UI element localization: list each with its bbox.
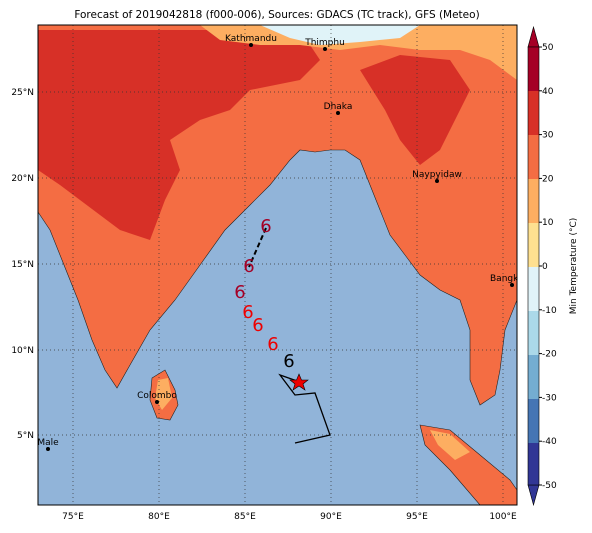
lat-label: 5°N <box>17 431 34 441</box>
colorbar-tick-label: 30 <box>542 131 554 141</box>
colorbar-tick-label: 20 <box>542 174 554 184</box>
city-label: Bangko <box>490 274 524 284</box>
svg-text:6: 6 <box>234 282 245 303</box>
cyclone-track: 6 6 6 6 6 6 6 <box>234 216 331 444</box>
lat-label: 20°N <box>11 174 34 184</box>
cool-region <box>200 25 517 80</box>
map: 6 6 6 6 6 6 6 Kathmandu Thimphu Dhaka Na… <box>37 25 524 505</box>
svg-text:6: 6 <box>252 315 263 336</box>
lon-label: 100°E <box>489 512 517 522</box>
svg-text:6: 6 <box>283 351 294 372</box>
cities: Kathmandu Thimphu Dhaka Naypyidaw Bangko… <box>37 34 524 451</box>
lon-label: 80°E <box>148 512 170 522</box>
svg-text:6: 6 <box>242 302 253 323</box>
colorbar-tick-label: -40 <box>542 437 557 447</box>
city-label: Male <box>37 438 59 448</box>
lon-label: 95°E <box>406 512 428 522</box>
city-label: Thimphu <box>304 38 345 48</box>
city-label: Naypyidaw <box>412 170 462 180</box>
colorbar-tick-label: 40 <box>542 87 554 97</box>
warm-region <box>360 55 470 165</box>
grid <box>38 25 517 505</box>
colorbar-tick-label: -30 <box>542 393 557 403</box>
colorbar-tick-label: -10 <box>542 306 557 316</box>
lon-label: 90°E <box>320 512 342 522</box>
cold-region <box>260 25 420 45</box>
map-frame <box>37 24 518 506</box>
lat-label: 25°N <box>11 88 34 98</box>
colorbar-tick-label: 10 <box>542 218 554 228</box>
colorbar-label: Min Temperature (°C) <box>569 218 579 315</box>
colorbar-tick-label: -20 <box>542 350 557 360</box>
svg-text:6: 6 <box>243 256 254 277</box>
lon-label: 85°E <box>234 512 256 522</box>
warm-region <box>38 30 320 240</box>
lat-label: 15°N <box>11 260 34 270</box>
city-label: Colombo <box>137 391 177 401</box>
svg-text:6: 6 <box>260 216 271 237</box>
lon-labels: 75°E 80°E 85°E 90°E 95°E 100°E <box>62 512 517 522</box>
lat-labels: 25°N 20°N 15°N 10°N 5°N <box>11 88 34 441</box>
title: Forecast of 2019042818 (f000-006), Sourc… <box>74 9 479 21</box>
lon-label: 75°E <box>62 512 84 522</box>
cool-region <box>430 430 470 460</box>
colorbar-tick-label: 0 <box>542 262 548 272</box>
svg-text:6: 6 <box>267 334 278 355</box>
city-label: Kathmandu <box>225 34 277 44</box>
colorbar-tick-label: -50 <box>542 481 557 491</box>
colorbar-tick-label: 50 <box>542 43 554 53</box>
lat-label: 10°N <box>11 346 34 356</box>
city-label: Dhaka <box>324 102 353 112</box>
colorbar: Min Temperature (°C) 50 40 30 20 10 0 -10 -20 -3… <box>527 25 579 507</box>
